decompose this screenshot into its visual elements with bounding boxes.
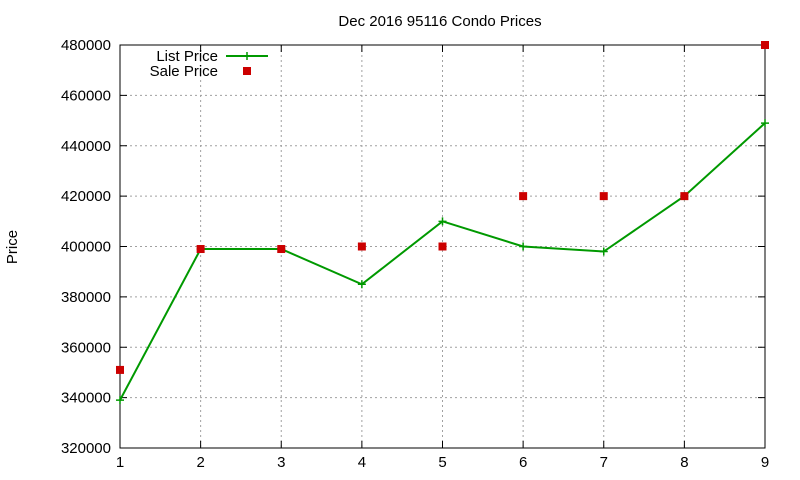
list-price-point xyxy=(761,119,769,128)
legend-label: List Price xyxy=(156,48,218,65)
legend-label: Sale Price xyxy=(150,63,218,80)
x-tick-label: 1 xyxy=(116,454,124,471)
y-tick-label: 360000 xyxy=(61,339,111,356)
list-price-point xyxy=(519,242,528,251)
y-tick-label: 320000 xyxy=(61,440,111,457)
x-tick-label: 5 xyxy=(438,454,446,471)
y-tick-label: 340000 xyxy=(61,390,111,407)
chart-title: Dec 2016 95116 Condo Prices xyxy=(338,13,541,30)
list-price-point xyxy=(599,247,608,256)
sale-price-point xyxy=(116,365,124,374)
y-tick-label: 460000 xyxy=(61,87,111,104)
sale-price-point xyxy=(680,192,689,201)
sale-price-point xyxy=(277,245,286,254)
y-tick-label: 440000 xyxy=(61,138,111,155)
sale-price-point xyxy=(519,192,528,201)
y-axis-label: Price xyxy=(4,230,21,264)
axis-ticks: 320000 340000 360000 380000 400000 420000 4400… xyxy=(61,37,769,471)
x-tick-label: 2 xyxy=(196,454,204,471)
legend-square-marker xyxy=(243,67,251,75)
x-tick-label: 3 xyxy=(277,454,285,471)
y-tick-label: 380000 xyxy=(61,289,111,306)
series-layer xyxy=(116,41,769,405)
series-sale-price xyxy=(116,41,769,374)
y-tick-label: 400000 xyxy=(61,239,111,256)
sale-price-point xyxy=(357,242,366,251)
x-tick-label: 9 xyxy=(761,454,769,471)
sale-price-point xyxy=(438,242,447,251)
y-tick-label: 480000 xyxy=(61,37,111,54)
x-tick-label: 7 xyxy=(600,454,608,471)
sale-price-point xyxy=(599,192,608,201)
legend-plus-marker xyxy=(243,52,251,60)
y-tick-label: 420000 xyxy=(61,188,111,205)
sale-price-point xyxy=(196,245,205,254)
sale-price-point xyxy=(761,41,769,49)
plot-frame xyxy=(119,44,766,449)
list-price-point xyxy=(357,280,366,289)
x-tick-label: 8 xyxy=(680,454,688,471)
list-price-point xyxy=(116,396,124,405)
list-price-point xyxy=(438,217,447,226)
x-tick-label: 4 xyxy=(358,454,366,471)
x-tick-label: 6 xyxy=(519,454,527,471)
